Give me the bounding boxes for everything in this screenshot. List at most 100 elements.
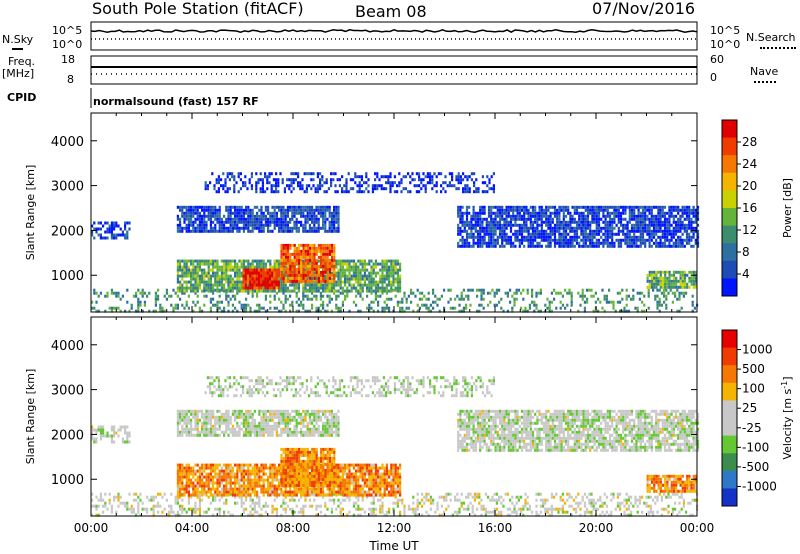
data-cell [571, 214, 574, 218]
data-cell [669, 288, 672, 292]
data-cell [512, 232, 515, 236]
data-cell [309, 255, 312, 259]
data-cell [412, 291, 415, 295]
data-cell [260, 507, 263, 511]
data-cell [251, 226, 254, 230]
data-cell [370, 268, 373, 272]
data-cell [655, 232, 658, 236]
data-cell [501, 232, 504, 236]
data-cell [429, 181, 432, 185]
data-cell [267, 208, 270, 212]
data-cell [623, 306, 626, 310]
data-cell [668, 223, 671, 227]
data-cell [681, 238, 684, 242]
data-cell [331, 243, 334, 247]
data-cell [580, 244, 583, 248]
data-cell [185, 226, 188, 230]
data-cell [234, 217, 237, 221]
data-cell [236, 223, 239, 227]
data-cell [216, 220, 219, 224]
data-cell [117, 498, 120, 502]
data-cell [690, 276, 693, 280]
data-cell [480, 498, 483, 502]
data-cell [481, 211, 484, 215]
data-cell [604, 214, 607, 218]
data-cell [256, 220, 259, 224]
data-cell [192, 223, 195, 227]
data-cell [226, 190, 229, 194]
data-cell [553, 223, 557, 227]
data-cell [324, 279, 327, 283]
data-cell [685, 238, 689, 242]
data-cell [653, 282, 656, 286]
data-cell [647, 291, 650, 295]
data-cell [194, 217, 197, 221]
data-cell [264, 274, 267, 278]
data-cell [656, 300, 659, 304]
data-cell [355, 286, 358, 290]
data-cell [619, 238, 623, 242]
data-cell [399, 300, 402, 304]
data-cell [643, 303, 646, 307]
data-cell [216, 217, 219, 221]
data-cell [604, 241, 607, 245]
data-cell [666, 217, 669, 221]
data-cell [333, 279, 336, 283]
data-cell [119, 233, 122, 237]
data-cell [661, 220, 664, 224]
data-cell [268, 181, 271, 185]
data-cell [608, 288, 611, 292]
data-cell [539, 288, 542, 292]
data-cell [337, 226, 340, 230]
data-cell [357, 513, 360, 517]
data-cell [622, 217, 625, 221]
data-cell [328, 286, 331, 290]
data-cell [564, 208, 568, 212]
data-cell [465, 294, 468, 298]
data-cell [350, 259, 353, 263]
data-cell [582, 241, 585, 245]
data-cell [463, 220, 466, 224]
data-cell [194, 271, 197, 275]
data-cell [472, 217, 475, 221]
data-cell [512, 205, 515, 209]
data-cell [674, 223, 678, 227]
data-cell [234, 265, 237, 269]
data-cell [676, 288, 679, 292]
data-cell [259, 187, 262, 191]
data-cell [102, 510, 105, 514]
data-cell [181, 268, 184, 272]
data-cell [370, 265, 373, 269]
data-cell [534, 244, 537, 248]
data-cell [218, 214, 221, 218]
data-cell [494, 223, 497, 227]
data-cell [483, 232, 486, 236]
data-cell [346, 280, 349, 284]
data-cell [359, 259, 362, 263]
data-cell [271, 229, 274, 233]
data-cell [183, 271, 186, 275]
data-cell [564, 288, 567, 292]
data-cell [465, 507, 468, 511]
data-cell [341, 289, 344, 293]
data-cell [284, 217, 287, 221]
data-cell [646, 229, 649, 233]
data-cell [542, 211, 546, 215]
data-cell [347, 172, 350, 176]
data-cell [679, 220, 682, 224]
data-cell [538, 241, 541, 245]
data-cell [518, 208, 521, 212]
data-cell [681, 285, 684, 289]
data-cell [547, 235, 550, 239]
data-cell [282, 211, 285, 215]
data-cell [328, 270, 331, 274]
data-cell [540, 229, 543, 233]
data-cell [214, 280, 217, 284]
data-cell [399, 277, 402, 281]
data-cell [95, 230, 98, 234]
data-cell [183, 214, 186, 218]
data-cell [692, 276, 695, 280]
data-cell [523, 226, 526, 230]
data-cell [212, 513, 215, 517]
data-cell [400, 181, 403, 185]
